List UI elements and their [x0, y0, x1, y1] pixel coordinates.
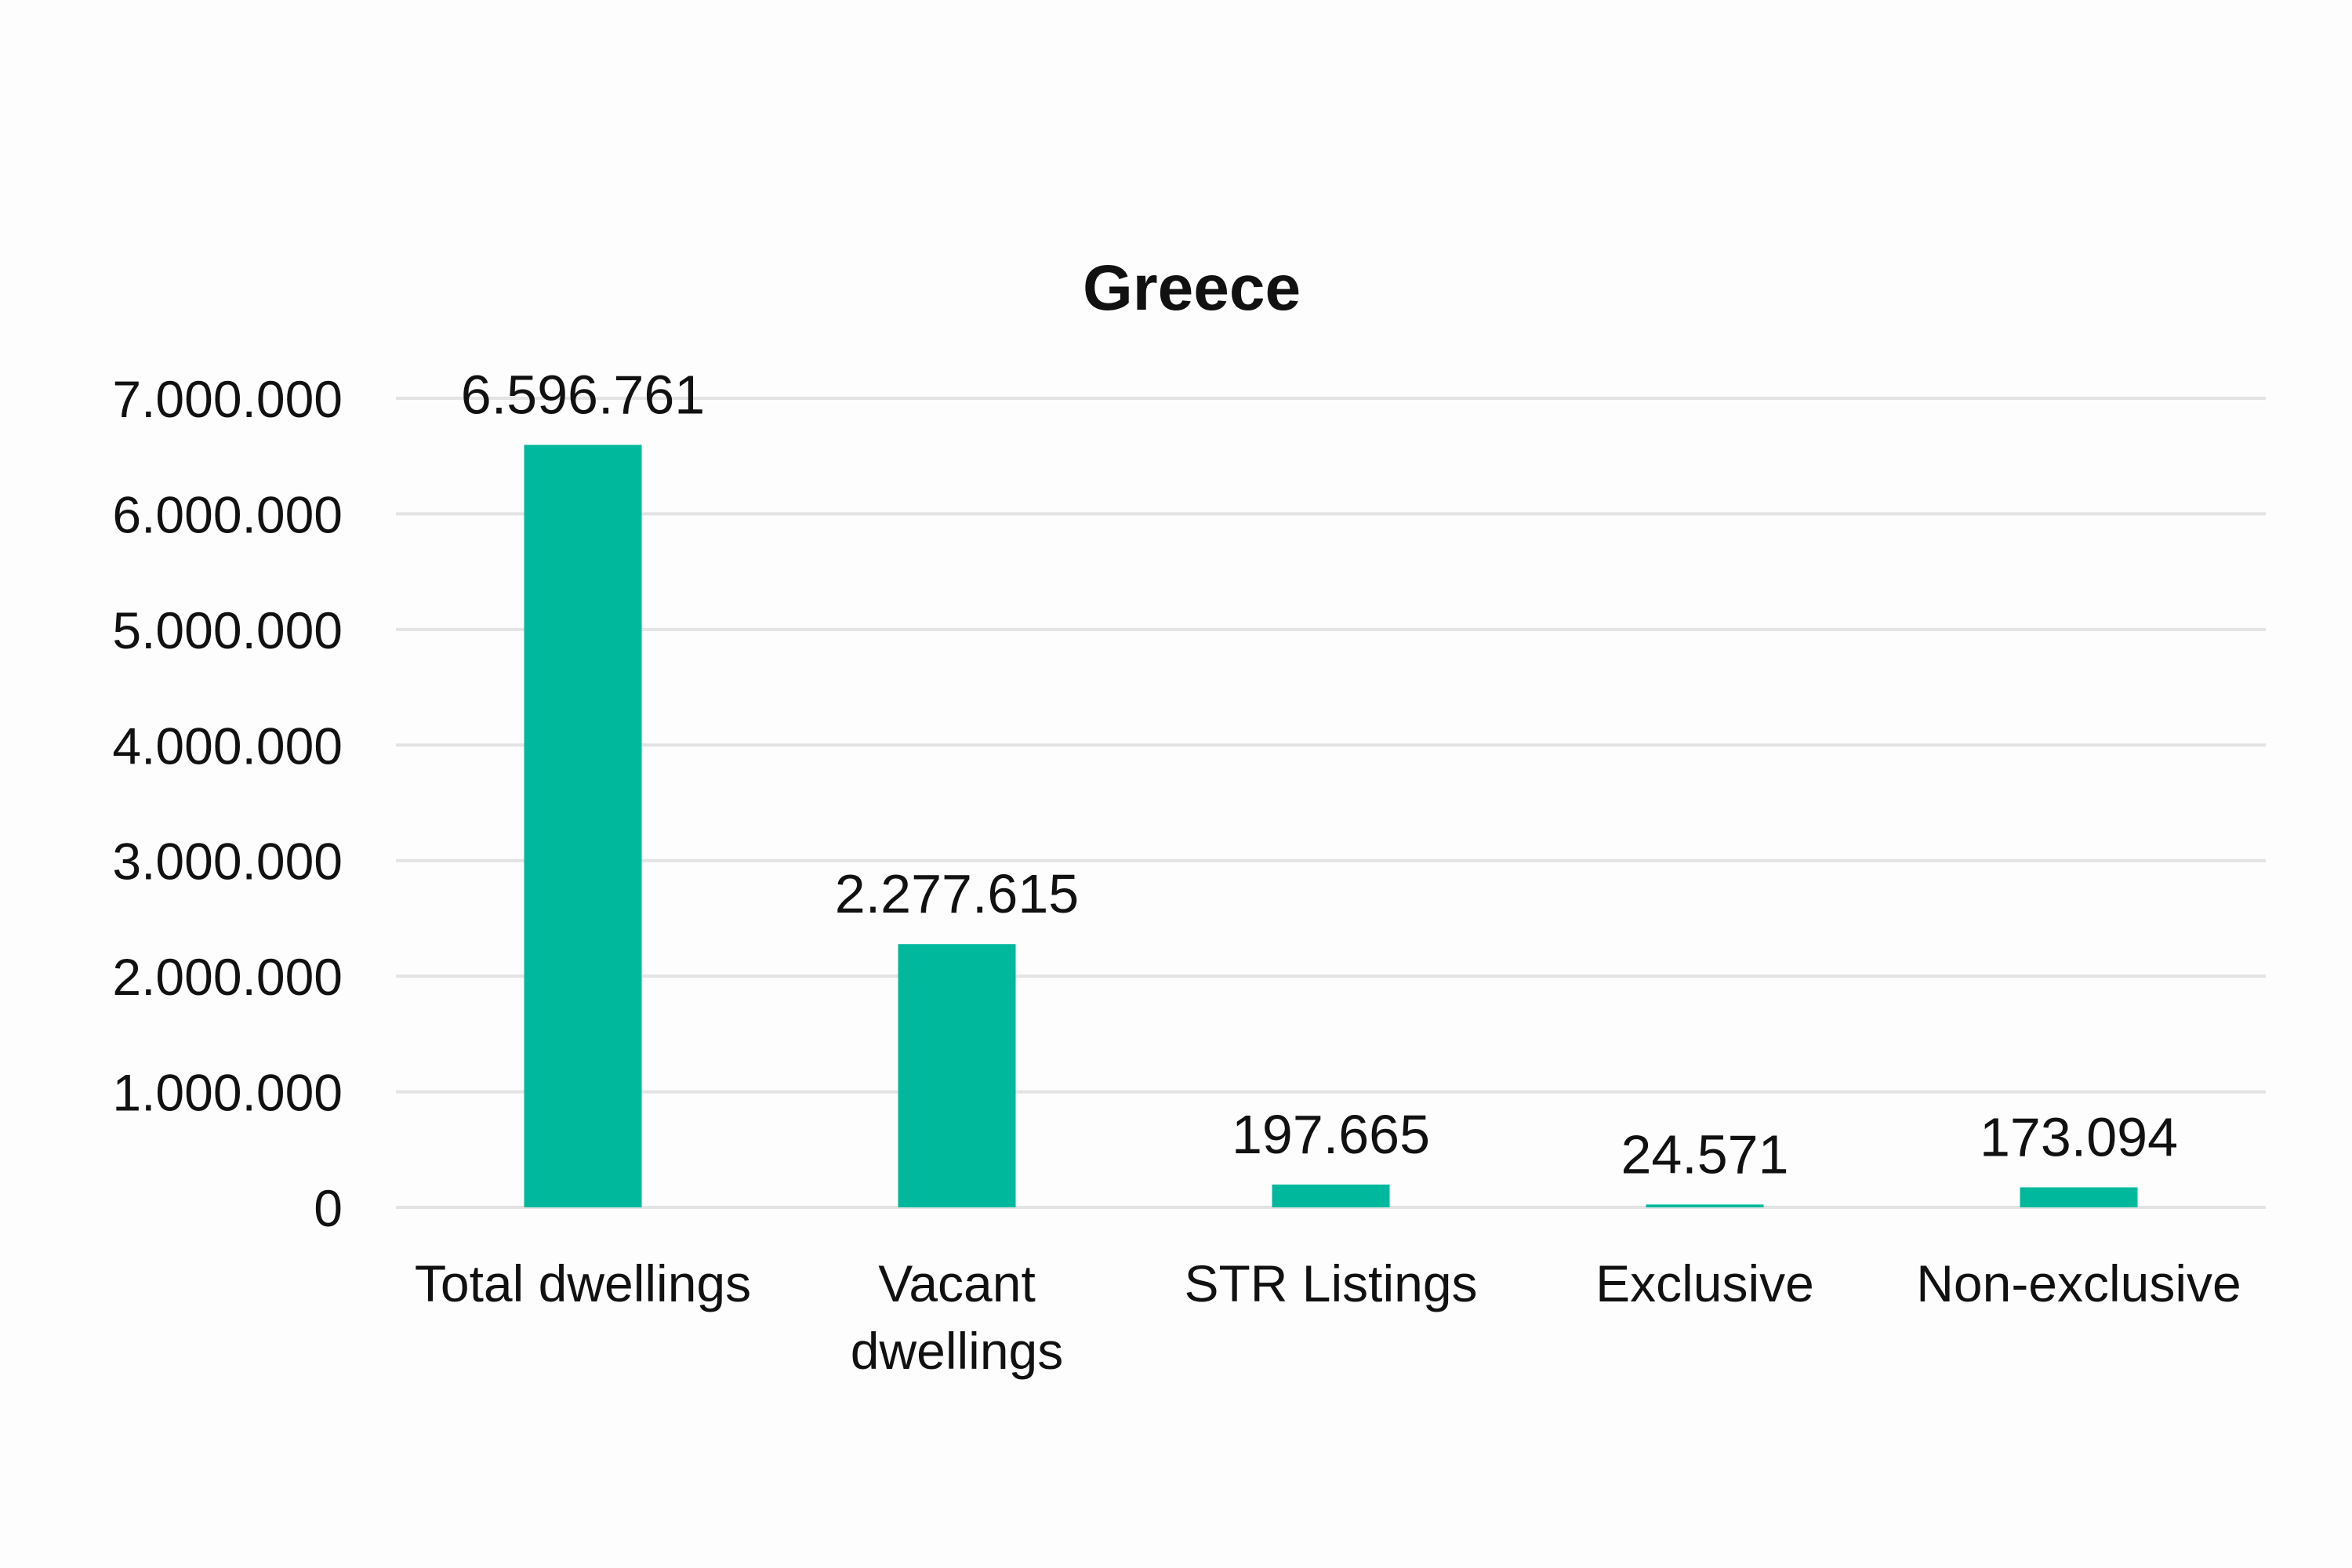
y-tick-label: 1.000.000	[112, 1064, 343, 1122]
bar	[1272, 1184, 1390, 1207]
y-tick-label: 7.000.000	[112, 370, 343, 428]
y-tick-label: 5.000.000	[112, 601, 343, 659]
category-label: Non-exclusive	[1916, 1254, 2241, 1312]
y-tick-label: 2.000.000	[112, 948, 343, 1006]
y-tick-label: 6.000.000	[112, 485, 343, 543]
y-tick-label: 3.000.000	[112, 833, 343, 891]
y-tick-label: 0	[314, 1179, 343, 1237]
data-label: 24.571	[1621, 1123, 1788, 1185]
y-tick-label: 4.000.000	[112, 717, 343, 775]
data-label: 197.665	[1232, 1104, 1430, 1165]
category-label: dwellings	[851, 1322, 1063, 1380]
bar	[2020, 1187, 2138, 1207]
data-labels: 6.596.761 2.277.615 197.665 24.571 173.094	[461, 364, 2178, 1185]
category-label: Total dwellings	[415, 1254, 751, 1312]
bar	[898, 944, 1016, 1207]
y-axis-tick-labels: 0 1.000.000 2.000.000 3.000.000 4.000.000 5.0…	[112, 370, 343, 1237]
category-label: STR Listings	[1184, 1254, 1477, 1312]
chart-title: Greece	[1083, 252, 1301, 324]
category-label: Exclusive	[1595, 1254, 1814, 1312]
bars	[524, 445, 2138, 1207]
category-label: Vacant	[878, 1254, 1036, 1312]
data-label: 6.596.761	[461, 364, 705, 425]
bar	[1646, 1204, 1764, 1207]
data-label: 173.094	[1980, 1106, 2178, 1167]
category-labels: Total dwellings Vacant dwellings STR Listin…	[415, 1254, 2241, 1380]
data-label: 2.277.615	[835, 863, 1079, 924]
bar	[524, 445, 642, 1207]
gridlines	[396, 397, 2266, 1209]
